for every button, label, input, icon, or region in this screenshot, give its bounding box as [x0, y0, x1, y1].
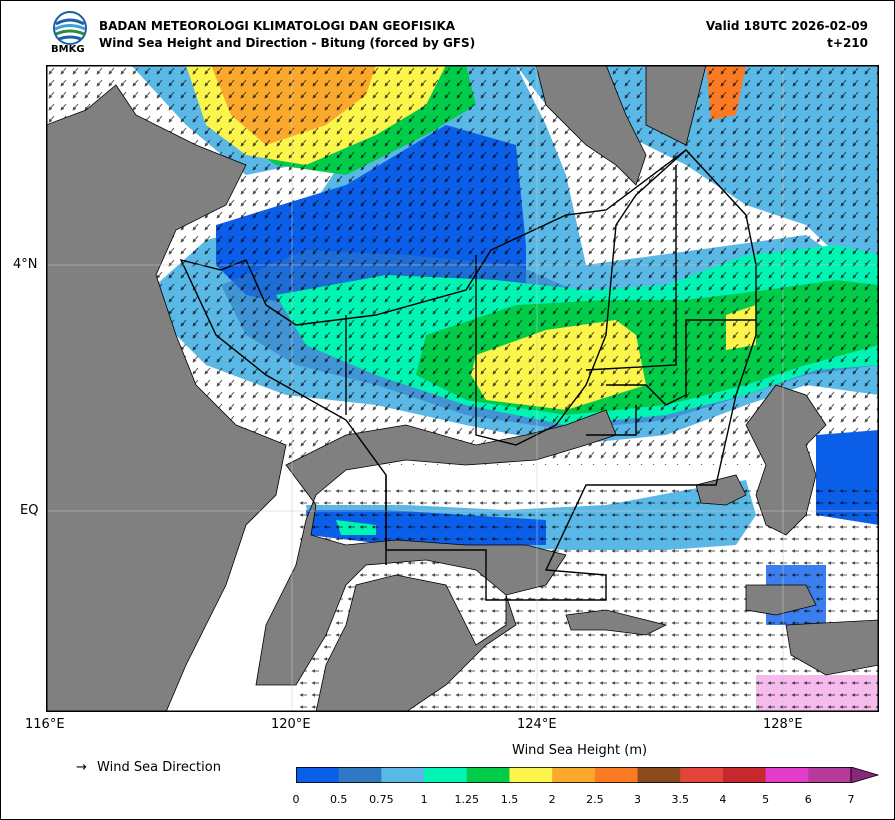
colorbar-tick-label: 0 [292, 793, 300, 806]
colorbar-border [296, 767, 852, 783]
colorbar-segment [594, 767, 639, 783]
bacan [695, 474, 747, 506]
bmkg-logo [53, 11, 87, 45]
colorbar-segment [338, 767, 382, 783]
land [46, 65, 879, 712]
halmahera [745, 384, 827, 536]
lon-label-128: 128°E [763, 717, 803, 732]
wave-map [46, 65, 879, 712]
chart-title: Wind Sea Height and Direction - Bitung (… [99, 36, 476, 50]
mindanao-east [645, 65, 707, 146]
agency-name: BADAN METEOROLOGI KLIMATOLOGI DAN GEOFIS… [99, 19, 456, 33]
colorbar-segment [765, 767, 809, 783]
colorbar-segment [466, 767, 510, 783]
colorbar-segment [552, 767, 596, 783]
colorbar-tick-label: 3 [634, 793, 642, 806]
colorbar-tick-label: 2 [548, 793, 556, 806]
banggai [565, 609, 668, 636]
colorbar-tick-label: 0.75 [369, 793, 394, 806]
borneo [46, 84, 287, 712]
colorbar-tick-label: 1 [420, 793, 428, 806]
domain-boundaries [179, 149, 757, 601]
lead-time: t+210 [827, 36, 868, 50]
colorbar-tick-label: 7 [847, 793, 855, 806]
colorbar-tick-label: 5 [762, 793, 770, 806]
direction-legend-label: Wind Sea Direction [97, 760, 221, 775]
map-border [46, 65, 879, 712]
colorbar-segment [424, 767, 468, 783]
lon-label-124: 124°E [517, 717, 557, 732]
colorbar-segment [381, 767, 425, 783]
lon-label-116: 116°E [25, 717, 65, 732]
colorbar-tick-label: 1.5 [500, 793, 519, 806]
colorbar-segment [637, 767, 681, 783]
sulawesi [255, 409, 617, 712]
seram [785, 619, 879, 676]
colorbar-title: Wind Sea Height (m) [512, 743, 648, 758]
mindanao [535, 65, 647, 186]
colorbar-tick-label: 1.25 [454, 793, 480, 806]
arrow-icon: → [76, 760, 87, 775]
lon-label-120: 120°E [271, 717, 311, 732]
colorbar-tick-label: 4 [719, 793, 727, 806]
lat-label-4n: 4°N [13, 257, 38, 272]
colorbar-segment [808, 767, 852, 783]
direction-legend: → Wind Sea Direction [76, 760, 221, 775]
bmkg-logo-text: BMKG [51, 44, 85, 55]
colorbar-tick-label: 2.5 [586, 793, 604, 806]
lat-label-eq: EQ [20, 503, 39, 518]
colorbar-segment [680, 767, 724, 783]
colorbar-segment [722, 767, 767, 783]
valid-time: Valid 18UTC 2026-02-09 [705, 19, 868, 33]
colorbar-segment [296, 767, 340, 783]
buru [745, 584, 817, 616]
colorbar-tick-label: 6 [804, 793, 812, 806]
colorbar-tick-label: 0.5 [329, 793, 348, 806]
colorbar-tick-label: 3.5 [671, 793, 689, 806]
colorbar-segment [509, 767, 553, 783]
header-left: BADAN METEOROLOGI KLIMATOLOGI DAN GEOFIS… [99, 18, 475, 52]
colorbar [296, 767, 879, 783]
colorbar-extension [850, 767, 879, 783]
graticule [46, 65, 879, 712]
header-right: Valid 18UTC 2026-02-09 t+210 [706, 18, 868, 52]
